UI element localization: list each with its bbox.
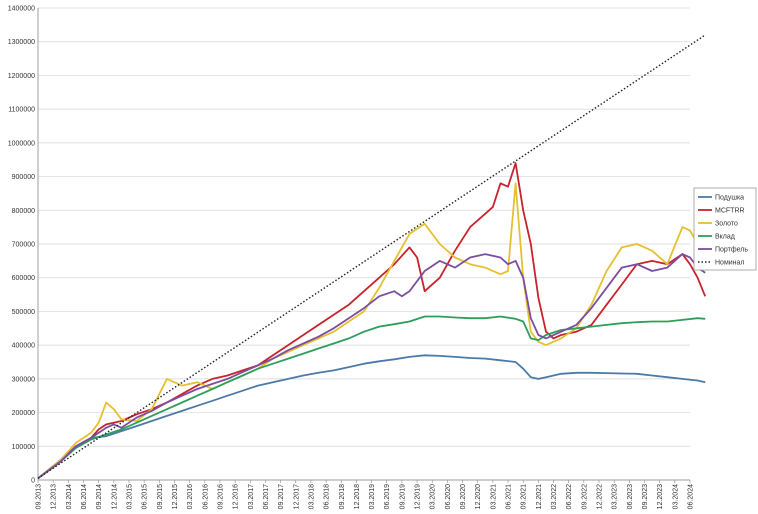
x-tick-label: 12.2014 <box>111 484 118 509</box>
legend-label: MCFTRR <box>715 208 745 215</box>
legend-label: Портфель <box>715 247 748 254</box>
x-tick-label: 03.2014 <box>66 484 73 509</box>
x-tick-label: 06.2014 <box>81 484 88 509</box>
x-tick-label: 09.2013 <box>36 484 43 509</box>
x-tick-label: 06.2016 <box>202 484 209 509</box>
y-tick-label: 1400000 <box>8 6 35 13</box>
y-tick-label: 300000 <box>12 376 35 383</box>
x-tick-label: 12.2013 <box>51 484 58 509</box>
series-line-0 <box>37 354 706 479</box>
y-tick-label: 100000 <box>12 444 35 451</box>
x-tick-label: 12.2016 <box>233 484 240 509</box>
x-tick-label: 03.2015 <box>126 484 133 509</box>
axes <box>37 8 691 483</box>
x-tick-label: 03.2016 <box>187 484 194 509</box>
x-tick-label: 06.2019 <box>384 484 391 509</box>
legend-label: Золото <box>715 221 738 228</box>
y-tick-label: 1000000 <box>8 140 35 147</box>
x-tick-label: 09.2023 <box>642 484 649 509</box>
x-tick-label: 09.2021 <box>521 484 528 509</box>
x-tick-label: 03.2021 <box>490 484 497 509</box>
x-tick-label: 06.2020 <box>445 484 452 509</box>
x-tick-label: 09.2014 <box>96 484 103 509</box>
x-tick-label: 03.2019 <box>369 484 376 509</box>
series-line-3 <box>37 315 706 480</box>
series-line-2 <box>37 182 706 479</box>
x-tick-label: 03.2024 <box>672 484 679 509</box>
x-tick-label: 09.2022 <box>581 484 588 509</box>
x-tick-label: 09.2015 <box>157 484 164 509</box>
x-tick-label: 12.2019 <box>415 484 422 509</box>
y-tick-label: 1300000 <box>8 39 35 46</box>
y-tick-label: 600000 <box>12 275 35 282</box>
legend-label: Номинал <box>715 260 745 267</box>
x-tick-label: 03.2023 <box>612 484 619 509</box>
x-tick-label: 12.2021 <box>536 484 543 509</box>
x-tick-label: 03.2018 <box>308 484 315 509</box>
x-tick-label: 06.2021 <box>506 484 513 509</box>
series-line-5 <box>37 34 706 479</box>
x-tick-label: 09.2016 <box>217 484 224 509</box>
x-tick-label: 03.2017 <box>248 484 255 509</box>
y-tick-label: 1200000 <box>8 73 35 80</box>
x-tick-label: 09.2020 <box>460 484 467 509</box>
x-tick-label: 06.2024 <box>688 484 695 509</box>
y-tick-label: 500000 <box>12 309 35 316</box>
x-tick-label: 12.2017 <box>293 484 300 509</box>
legend-label: Вклад <box>715 234 735 241</box>
y-tick-label: 200000 <box>12 410 35 417</box>
x-tick-label: 06.2023 <box>627 484 634 509</box>
y-tick-label: 1100000 <box>8 107 35 114</box>
x-tick-label: 06.2017 <box>263 484 270 509</box>
y-axis-tick-labels: 0 100000 200000 300000 400000 500000 600000 700… <box>8 6 35 485</box>
x-tick-label: 09.2017 <box>278 484 285 509</box>
x-tick-label: 12.2022 <box>597 484 604 509</box>
x-tick-label: 12.2015 <box>172 484 179 509</box>
x-tick-label: 03.2020 <box>430 484 437 509</box>
y-tick-label: 0 <box>31 478 35 485</box>
x-tick-label: 09.2019 <box>399 484 406 509</box>
x-tick-label: 09.2018 <box>339 484 346 509</box>
legend-label: Подушка <box>715 195 744 202</box>
legend-box <box>693 187 757 271</box>
legend: Подушка MCFTRR Золото Вклад Портфель Номинал <box>693 187 757 271</box>
x-tick-label: 06.2018 <box>324 484 331 509</box>
series-line-4 <box>37 253 706 480</box>
y-tick-label: 700000 <box>12 242 35 249</box>
x-tick-label: 12.2023 <box>657 484 664 509</box>
x-tick-label: 06.2015 <box>142 484 149 509</box>
x-axis-tick-labels: 09.2013 12.2013 03.2014 06.2014 09.2014 12.20… <box>36 484 695 509</box>
series-lines <box>37 34 707 480</box>
y-tick-label: 900000 <box>12 174 35 181</box>
x-tick-label: 06.2022 <box>566 484 573 509</box>
y-tick-label: 800000 <box>12 208 35 215</box>
x-tick-label: 12.2020 <box>475 484 482 509</box>
x-tick-label: 12.2018 <box>354 484 361 509</box>
x-tick-label: 03.2022 <box>551 484 558 509</box>
y-tick-label: 400000 <box>12 343 35 350</box>
